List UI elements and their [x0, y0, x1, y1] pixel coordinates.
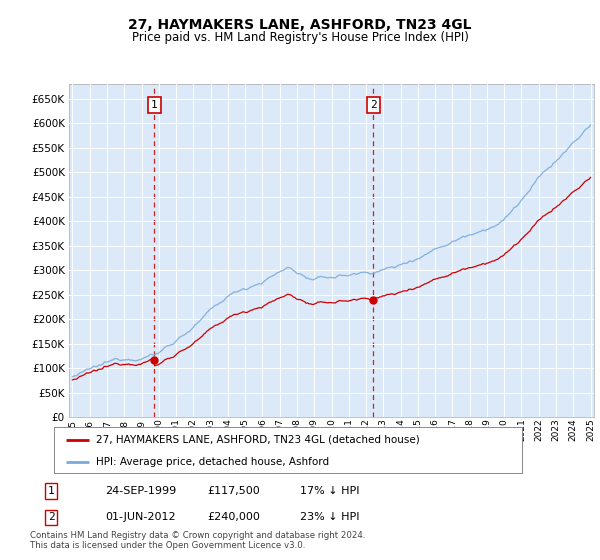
Text: 23% ↓ HPI: 23% ↓ HPI [300, 512, 359, 522]
Text: 27, HAYMAKERS LANE, ASHFORD, TN23 4GL (detached house): 27, HAYMAKERS LANE, ASHFORD, TN23 4GL (d… [96, 435, 420, 445]
Text: 01-JUN-2012: 01-JUN-2012 [105, 512, 176, 522]
Text: £117,500: £117,500 [207, 486, 260, 496]
Text: Contains HM Land Registry data © Crown copyright and database right 2024.
This d: Contains HM Land Registry data © Crown c… [30, 530, 365, 550]
Text: 2: 2 [47, 512, 55, 522]
Text: 2: 2 [370, 100, 377, 110]
Text: 24-SEP-1999: 24-SEP-1999 [105, 486, 176, 496]
Text: 1: 1 [47, 486, 55, 496]
Text: £240,000: £240,000 [207, 512, 260, 522]
Text: HPI: Average price, detached house, Ashford: HPI: Average price, detached house, Ashf… [96, 457, 329, 466]
Text: 1: 1 [151, 100, 158, 110]
Text: 17% ↓ HPI: 17% ↓ HPI [300, 486, 359, 496]
Text: Price paid vs. HM Land Registry's House Price Index (HPI): Price paid vs. HM Land Registry's House … [131, 31, 469, 44]
Text: 27, HAYMAKERS LANE, ASHFORD, TN23 4GL: 27, HAYMAKERS LANE, ASHFORD, TN23 4GL [128, 18, 472, 32]
